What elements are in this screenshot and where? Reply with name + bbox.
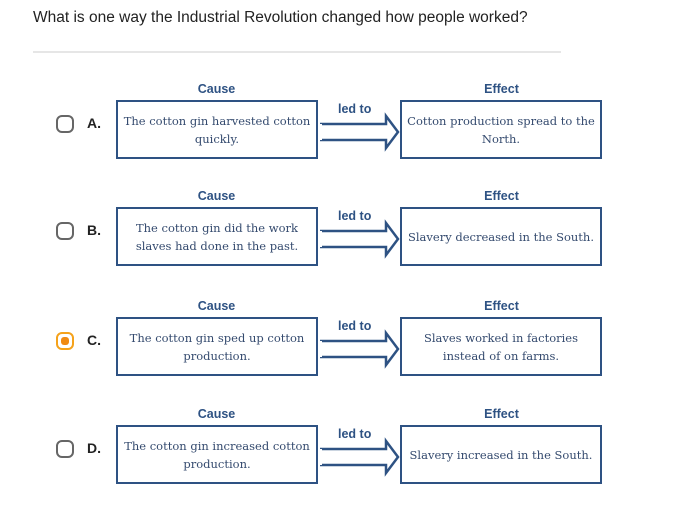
effect-label: Effect [484,82,519,96]
cause-text: The cotton gin did the work slaves had d… [135,220,299,253]
cause-box: The cotton gin harvested cotton quickly. [116,100,318,159]
effect-text: Slavery decreased in the South. [408,229,594,244]
led-to-label: led to [338,319,372,333]
effect-text: Slaves worked in factories instead of on… [423,330,579,363]
option-letter: C. [87,332,101,348]
option-letter: A. [87,115,101,131]
answer-option[interactable]: C. Cause The cotton gin sped up cotton p… [0,299,691,409]
effect-text: Cotton production spread to the North. [407,113,595,146]
divider [33,51,561,53]
cause-label: Cause [197,82,236,96]
cause-text: The cotton gin sped up cotton production… [129,330,305,363]
effect-box: Slavery increased in the South. [400,425,602,484]
effect-label: Effect [484,189,519,203]
answer-option[interactable]: D. Cause The cotton gin increased cotton… [0,407,691,517]
effect-label: Effect [484,407,519,421]
arrow-icon [318,329,400,369]
radio-button[interactable] [56,440,74,458]
answer-option[interactable]: B. Cause The cotton gin did the work sla… [0,189,691,299]
arrow-icon [318,219,400,259]
cause-box: The cotton gin increased cotton producti… [116,425,318,484]
cause-text: The cotton gin increased cotton producti… [124,438,310,471]
led-to-label: led to [338,102,372,116]
effect-label: Effect [484,299,519,313]
effect-box: Slavery decreased in the South. [400,207,602,266]
cause-box: The cotton gin did the work slaves had d… [116,207,318,266]
effect-box: Slaves worked in factories instead of on… [400,317,602,376]
question-text: What is one way the Industrial Revolutio… [33,9,528,26]
radio-button[interactable] [56,332,74,350]
option-letter: B. [87,222,101,238]
radio-button[interactable] [56,222,74,240]
effect-box: Cotton production spread to the North. [400,100,602,159]
effect-text: Slavery increased in the South. [409,447,593,462]
cause-label: Cause [197,189,236,203]
led-to-label: led to [338,209,372,223]
radio-button[interactable] [56,115,74,133]
cause-label: Cause [197,407,236,421]
cause-label: Cause [197,299,236,313]
answer-option[interactable]: A. Cause The cotton gin harvested cotton… [0,82,691,192]
arrow-icon [318,112,400,152]
cause-box: The cotton gin sped up cotton production… [116,317,318,376]
arrow-icon [318,437,400,477]
led-to-label: led to [338,427,372,441]
option-letter: D. [87,440,101,456]
cause-text: The cotton gin harvested cotton quickly. [123,113,311,146]
